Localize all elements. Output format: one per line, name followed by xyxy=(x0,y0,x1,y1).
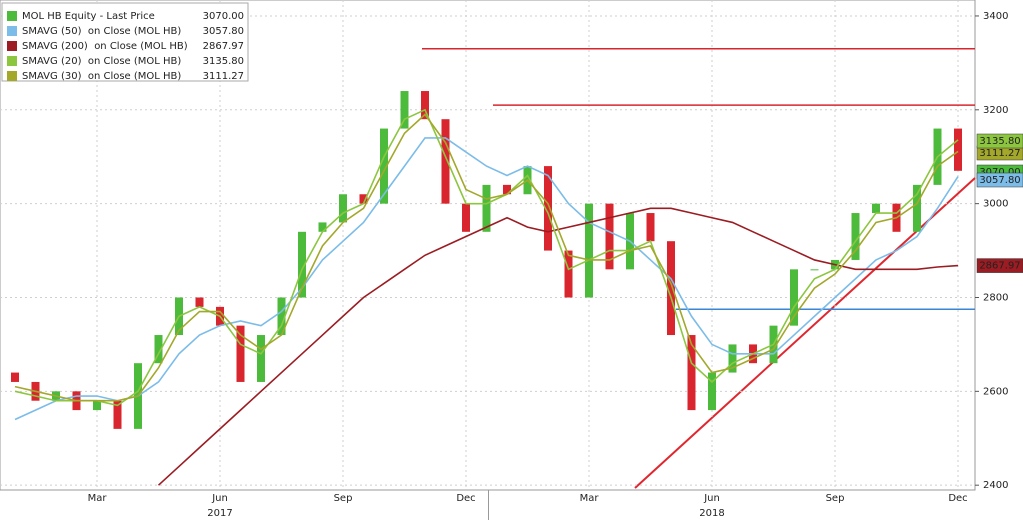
candle xyxy=(421,91,429,120)
legend-label: SMAVG (50) on Close (MOL HB) xyxy=(22,26,181,37)
candle xyxy=(93,400,101,411)
candle xyxy=(667,241,675,336)
y-tick-label: 2600 xyxy=(983,386,1008,397)
candle xyxy=(482,184,491,232)
legend-value: 3111.27 xyxy=(203,71,244,82)
y-tick-label: 2800 xyxy=(983,292,1008,303)
candle xyxy=(708,372,716,411)
candle xyxy=(790,269,798,326)
y-tick-label: 2400 xyxy=(983,480,1008,491)
legend-value: 3070.00 xyxy=(203,11,244,22)
candle xyxy=(872,203,880,214)
legend-swatch xyxy=(7,56,17,66)
legend-label: MOL HB Equity - Last Price xyxy=(22,11,155,22)
candle xyxy=(585,203,593,298)
candle xyxy=(257,335,265,382)
candle xyxy=(195,297,204,307)
year-label: 2017 xyxy=(207,508,232,519)
value-tag-label: 2867.97 xyxy=(979,261,1020,272)
ma-line xyxy=(14,137,959,421)
candle xyxy=(605,203,614,270)
candle xyxy=(339,194,347,223)
legend-box xyxy=(1,2,249,82)
candle xyxy=(298,231,306,298)
candle xyxy=(687,335,696,411)
x-tick-label: Sep xyxy=(334,493,353,504)
candle xyxy=(113,400,122,429)
candle xyxy=(646,213,655,242)
candle xyxy=(318,222,327,232)
x-tick-label: Mar xyxy=(88,493,108,504)
candle xyxy=(236,325,245,382)
candle xyxy=(277,297,286,336)
x-tick-label: Dec xyxy=(948,493,967,504)
candle xyxy=(728,344,737,373)
x-tick-label: Sep xyxy=(826,493,845,504)
year-label: 2018 xyxy=(699,508,724,519)
candle xyxy=(462,203,470,232)
x-tick-label: Dec xyxy=(456,493,475,504)
y-tick-label: 3000 xyxy=(983,199,1008,210)
legend-value: 2867.97 xyxy=(203,41,244,52)
candle xyxy=(564,250,573,298)
legend-swatch xyxy=(7,26,17,36)
candle xyxy=(503,184,511,195)
y-tick-label: 3400 xyxy=(983,11,1008,22)
candle xyxy=(380,128,388,204)
ma-line xyxy=(14,108,959,407)
value-tag xyxy=(976,258,1023,273)
value-tag-label: 3111.27 xyxy=(979,148,1020,159)
x-tick-label: Jun xyxy=(211,493,228,504)
legend-value: 3057.80 xyxy=(203,26,244,37)
candle xyxy=(954,128,962,171)
legend-value: 3135.80 xyxy=(203,56,244,67)
x-tick-label: Jun xyxy=(703,493,720,504)
x-tick-label: Mar xyxy=(580,493,600,504)
legend-swatch xyxy=(7,41,17,51)
candle xyxy=(544,166,552,251)
legend-swatch xyxy=(7,71,17,81)
value-tag xyxy=(976,172,1023,188)
legend-swatch xyxy=(7,11,17,21)
value-tag-label: 3070.00 xyxy=(979,167,1020,178)
candle xyxy=(441,119,450,204)
candle xyxy=(11,372,19,382)
candle xyxy=(810,269,819,271)
value-tag-label: 3057.80 xyxy=(979,175,1020,186)
candle xyxy=(851,213,860,260)
legend-label: SMAVG (200) on Close (MOL HB) xyxy=(22,41,188,52)
ma-line xyxy=(14,113,959,402)
candle xyxy=(359,194,368,204)
y-tick-label: 3200 xyxy=(983,105,1008,116)
candle xyxy=(154,335,163,364)
value-tag-label: 3135.80 xyxy=(979,136,1020,147)
candle xyxy=(913,184,921,232)
plot-area xyxy=(0,0,976,491)
legend-label: SMAVG (30) on Close (MOL HB) xyxy=(22,71,181,82)
legend-label: SMAVG (20) on Close (MOL HB) xyxy=(22,56,181,67)
candle xyxy=(400,91,409,129)
value-tag xyxy=(976,133,1023,149)
